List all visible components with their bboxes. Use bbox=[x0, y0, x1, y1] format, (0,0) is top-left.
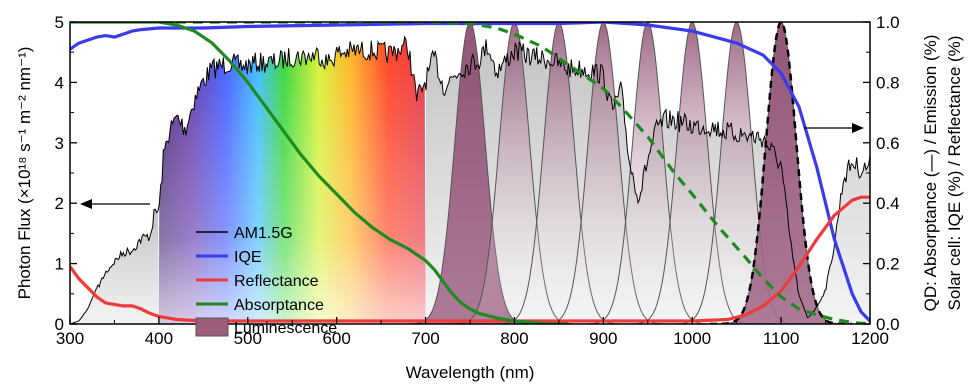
x-tick-label-500: 500 bbox=[234, 329, 262, 348]
y-axis-right-title-1: QD: Absorptance (—) / Emission (%) bbox=[921, 35, 940, 312]
uv-spectrum-fill bbox=[70, 209, 159, 324]
legend-swatch-luminescence bbox=[195, 317, 229, 337]
legend-label-iqe: IQE bbox=[234, 249, 262, 266]
legend-label-am15g: AM1.5G bbox=[234, 225, 293, 242]
x-tick-label-600: 600 bbox=[322, 329, 350, 348]
y-left-tick-label-3: 3 bbox=[55, 134, 64, 153]
x-tick-label-1100: 1100 bbox=[763, 329, 800, 348]
y-left-tick-label-0: 0 bbox=[55, 315, 64, 334]
arrow-right-annotation bbox=[804, 123, 864, 133]
x-tick-label-1000: 1000 bbox=[673, 329, 711, 348]
legend-label-luminescence: Luminescence bbox=[234, 320, 337, 337]
legend: AM1.5G IQE Reflectance Absorptance Lumin… bbox=[195, 225, 337, 337]
legend-label-absorptance: Absorptance bbox=[234, 297, 324, 314]
y-right-tick-label-0.0: 0.0 bbox=[876, 315, 900, 334]
arrow-left-annotation bbox=[80, 199, 150, 209]
visible-spectrum-fade bbox=[158, 37, 426, 324]
y-left-tick-label-4: 4 bbox=[55, 73, 64, 92]
y-right-tick-label-0.6: 0.6 bbox=[876, 134, 900, 153]
x-tick-label-300: 300 bbox=[56, 329, 84, 348]
x-tick-label-700: 700 bbox=[411, 329, 439, 348]
y-right-tick-label-0.2: 0.2 bbox=[876, 255, 900, 274]
y-right-tick-label-1.0: 1.0 bbox=[876, 13, 900, 32]
y-axis-right-title-2: Solar cell: IQE (%) / Reflectance (%) bbox=[945, 36, 964, 311]
x-tick-label-800: 800 bbox=[500, 329, 528, 348]
axes: 300 400 500 600 700 800 900 1000 1100 1200 0 1 2 3 4 5 0… bbox=[55, 13, 900, 348]
am15g-line bbox=[70, 35, 870, 324]
x-tick-label-1200: 1200 bbox=[851, 329, 889, 348]
x-tick-label-900: 900 bbox=[589, 329, 617, 348]
legend-label-reflectance: Reflectance bbox=[234, 273, 319, 290]
y-right-tick-label-0.8: 0.8 bbox=[876, 73, 900, 92]
x-axis-title: Wavelength (nm) bbox=[406, 363, 535, 382]
y-axis-left-title: Photon Flux (×10¹⁸ s⁻¹ m⁻² nm⁻¹) bbox=[15, 47, 34, 300]
plot-fills bbox=[70, 22, 870, 324]
y-left-tick-label-2: 2 bbox=[55, 194, 64, 213]
y-left-tick-label-1: 1 bbox=[55, 255, 64, 274]
x-tick-label-400: 400 bbox=[145, 329, 173, 348]
y-left-tick-label-5: 5 bbox=[55, 13, 64, 32]
luminescence-dashed-overlay bbox=[710, 22, 853, 324]
y-right-tick-label-0.4: 0.4 bbox=[876, 194, 900, 213]
